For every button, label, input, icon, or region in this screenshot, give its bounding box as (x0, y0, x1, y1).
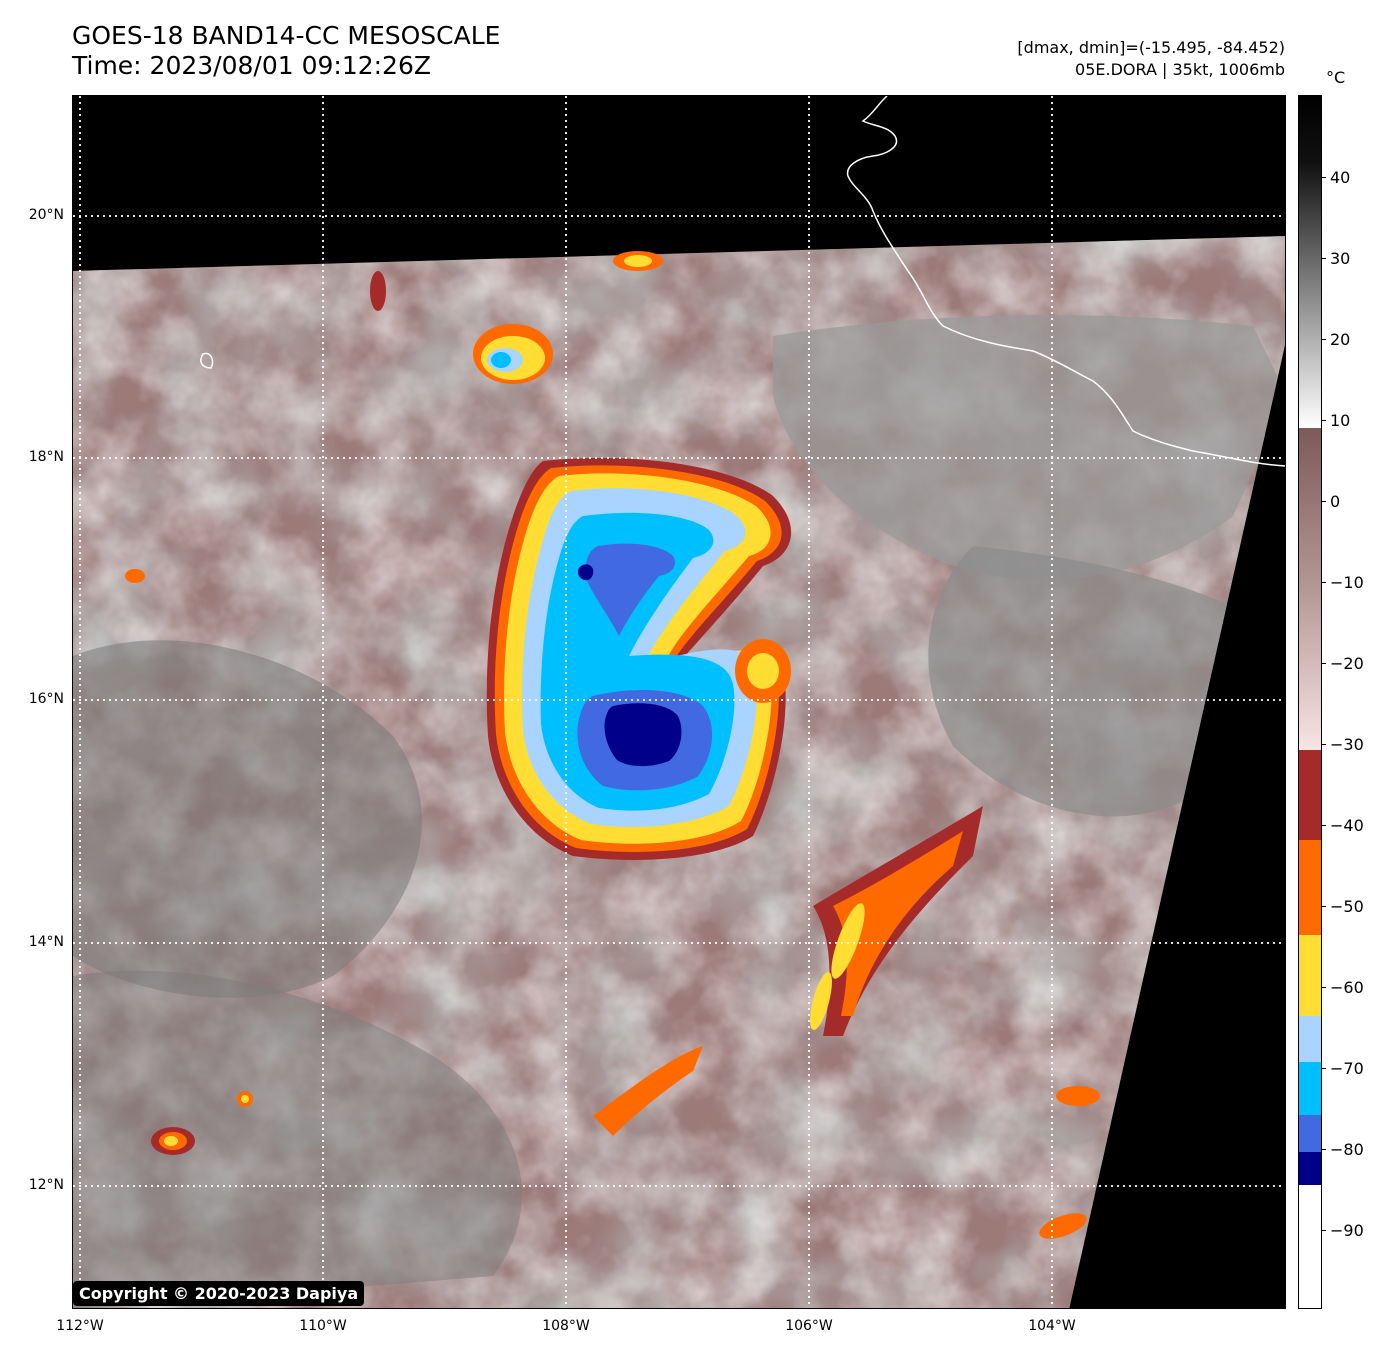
lon-label-104w: 104°W (1028, 1318, 1076, 1334)
colorbar-tick-minus10: −10 (1330, 573, 1364, 592)
storm-shell-royal-blue-north (585, 543, 676, 636)
lon-label-106w: 106°W (785, 1318, 833, 1334)
colorbar-unit-label: °C (1326, 68, 1346, 87)
colorbar-tick-minus20: −20 (1330, 654, 1364, 673)
island-outline (200, 352, 214, 369)
colorbar-tickmark (1322, 1149, 1326, 1150)
lon-label-108w: 108°W (542, 1318, 590, 1334)
storm-dora-core (486, 457, 792, 860)
colorbar-gradient (1299, 96, 1321, 1308)
colorbar-tickmark (1322, 744, 1326, 745)
colorbar-tick-minus70: −70 (1330, 1059, 1364, 1078)
convective-cells (125, 251, 1100, 1239)
colorbar-tickmark (1322, 987, 1326, 988)
colorbar-tick-40: 40 (1330, 168, 1351, 187)
coastline (846, 96, 1285, 467)
colorbar-tick-10: 10 (1330, 411, 1351, 430)
cloud-band-west (73, 640, 422, 998)
colorbar-tickmark (1322, 420, 1326, 421)
colorbar-tick-minus50: −50 (1330, 897, 1364, 916)
copyright-badge: Copyright © 2020-2023 Dapiya (73, 1281, 365, 1306)
colorbar-tick-0: 0 (1330, 492, 1341, 511)
lat-label-12n: 12°N (28, 1177, 64, 1193)
colorbar-tickmark (1322, 339, 1326, 340)
colorbar-tickmark (1322, 1230, 1326, 1231)
colorbar-tick-minus90: −90 (1330, 1221, 1364, 1240)
colorbar-tickmark (1322, 663, 1326, 664)
colorbar-tickmark (1322, 582, 1326, 583)
cloud-band-northeast (773, 315, 1285, 580)
map-timestamp: Time: 2023/08/01 09:12:26Z (72, 51, 431, 80)
graticule (73, 96, 1285, 1308)
colorbar-tickmark (1322, 258, 1326, 259)
colorbar-tick-minus60: −60 (1330, 978, 1364, 997)
lat-label-18n: 18°N (28, 449, 64, 465)
colorbar-tick-30: 30 (1330, 249, 1351, 268)
colorbar-tickmark (1322, 825, 1326, 826)
temperature-range-readout: [dmax, dmin]=(-15.495, -84.452) (1017, 38, 1285, 57)
satellite-imagery (73, 96, 1285, 1308)
storm-info-readout: 05E.DORA | 35kt, 1006mb (1075, 60, 1285, 79)
lon-label-112w: 112°W (56, 1318, 104, 1334)
cloud-band-southwest (73, 970, 522, 1308)
colorbar-tickmark (1322, 906, 1326, 907)
colorbar-tickmark (1322, 501, 1326, 502)
colorbar-tick-minus30: −30 (1330, 735, 1364, 754)
colorbar-tickmark (1322, 177, 1326, 178)
colorbar-tickmark (1322, 1068, 1326, 1069)
colorbar-tick-20: 20 (1330, 330, 1351, 349)
lon-label-110w: 110°W (299, 1318, 347, 1334)
lat-label-20n: 20°N (28, 207, 64, 223)
lat-label-16n: 16°N (28, 691, 64, 707)
satellite-map (72, 95, 1286, 1309)
storm-cold-spot (577, 564, 594, 581)
map-title: GOES-18 BAND14-CC MESOSCALE (72, 21, 501, 50)
colorbar-tick-minus40: −40 (1330, 816, 1364, 835)
cloud-band-east (928, 546, 1253, 817)
colorbar-tick-minus80: −80 (1330, 1140, 1364, 1159)
lat-label-14n: 14°N (28, 934, 64, 950)
temperature-colorbar (1298, 95, 1322, 1309)
storm-shell-navy-core (604, 703, 682, 767)
